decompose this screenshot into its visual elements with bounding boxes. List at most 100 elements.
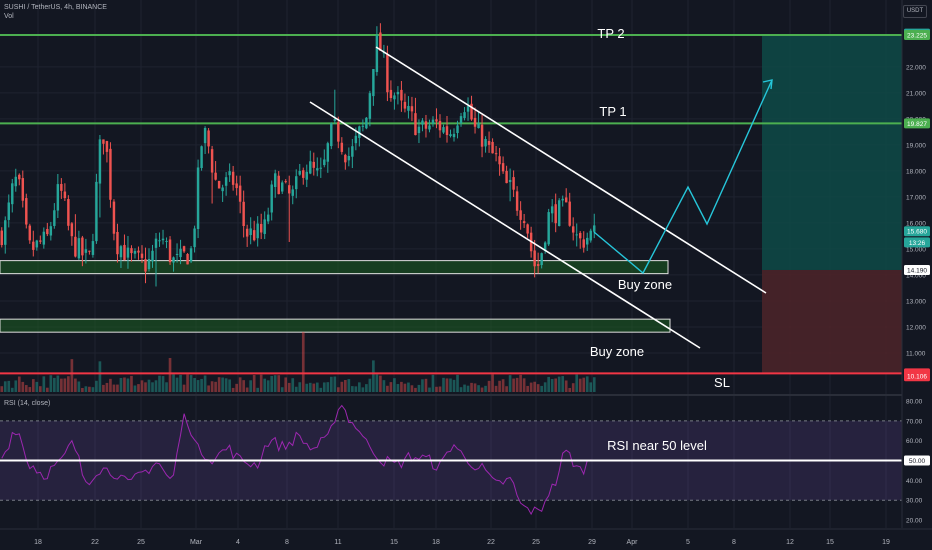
volume-bar <box>81 387 84 392</box>
volume-bar <box>259 374 263 392</box>
stop-zone <box>762 269 902 374</box>
volume-bar <box>438 386 442 392</box>
volume-bar <box>98 361 102 392</box>
time-tick-label: 22 <box>487 539 495 546</box>
candle-body <box>445 126 449 136</box>
candle-body <box>382 52 386 54</box>
candle-body <box>582 239 585 248</box>
volume-bar <box>182 384 186 392</box>
volume-bar <box>417 384 421 392</box>
sl-label: SL <box>714 375 730 390</box>
candle-body <box>161 238 165 241</box>
volume-indicator-label[interactable]: Vol <box>4 13 14 20</box>
candle-body <box>323 159 326 166</box>
candle-body <box>277 175 280 195</box>
candle-body <box>63 191 67 199</box>
volume-bar <box>21 381 25 392</box>
price-badge-label: 19.827 <box>907 121 927 128</box>
candle-body <box>505 170 508 184</box>
volume-bar <box>452 379 456 392</box>
volume-bar <box>522 378 526 392</box>
volume-bar <box>7 380 11 392</box>
quote-currency-badge[interactable]: USDT <box>903 5 927 18</box>
candle-body <box>25 198 28 225</box>
volume-bar <box>305 383 309 392</box>
volume-bar <box>140 380 144 392</box>
volume-bar <box>498 380 501 392</box>
buy-zone-box <box>0 318 671 333</box>
candle-body <box>186 254 189 265</box>
candle-body <box>484 138 487 147</box>
volume-bar <box>326 382 330 392</box>
volume-bar <box>217 377 221 392</box>
volume-bar <box>280 387 284 392</box>
volume-bar <box>365 384 368 392</box>
candle-body <box>491 141 494 154</box>
time-tick-label: 12 <box>786 539 794 546</box>
candle-body <box>126 247 130 258</box>
volume-bar <box>109 378 112 392</box>
volume-bar <box>571 383 575 392</box>
volume-bar <box>105 382 109 392</box>
rsi-tick-label: 60.00 <box>906 438 923 445</box>
volume-bar <box>322 382 326 392</box>
volume-bar <box>585 376 589 392</box>
volume-bar <box>375 374 379 392</box>
volume-bar <box>354 386 358 392</box>
candle-body <box>88 250 91 252</box>
volume-bar <box>442 377 445 392</box>
candle-body <box>200 146 203 169</box>
volume-bar <box>165 382 168 392</box>
volume-bar <box>298 382 302 392</box>
candle-body <box>407 105 410 111</box>
volume-bar <box>242 380 245 392</box>
volume-bar <box>358 382 361 392</box>
price-tick-label: 13.000 <box>906 298 926 305</box>
candle-body <box>365 117 368 129</box>
projection-arrow-head <box>762 79 773 90</box>
volume-bar <box>84 386 88 392</box>
candle-body <box>259 223 263 233</box>
candle-body <box>305 171 308 180</box>
symbol-header[interactable]: SUSHI / TetherUS, 4h, BINANCE <box>4 4 107 11</box>
volume-bar <box>196 380 200 392</box>
candle-body <box>116 231 119 255</box>
price-badge <box>904 118 930 129</box>
volume-bar <box>301 331 305 392</box>
candle-body <box>249 228 252 236</box>
volume-bar <box>329 376 333 392</box>
candle-body <box>70 223 74 237</box>
volume-bar <box>294 386 298 392</box>
volume-bar <box>319 387 323 392</box>
volume-bar <box>74 378 77 392</box>
candle-body <box>589 230 592 241</box>
volume-bar <box>554 378 558 392</box>
candle-body <box>214 172 217 180</box>
candle-body <box>270 184 273 213</box>
candle-body <box>39 240 42 242</box>
candle-body <box>238 185 242 202</box>
candle-body <box>438 120 442 131</box>
volume-bar <box>256 387 260 392</box>
candle-body <box>459 116 463 124</box>
volume-bar <box>466 385 470 392</box>
volume-bar <box>470 382 473 392</box>
time-tick-label: 25 <box>532 539 540 546</box>
volume-bar <box>393 378 396 392</box>
candle-body <box>11 183 14 205</box>
volume-bar <box>564 380 568 392</box>
volume-bar <box>533 381 536 392</box>
candle-body <box>288 185 291 194</box>
candle-body <box>105 141 109 152</box>
rsi-indicator-label[interactable]: RSI (14, close) <box>4 400 51 407</box>
candle-body <box>42 231 46 245</box>
candle-body <box>263 219 266 234</box>
volume-bar <box>144 382 147 392</box>
candle-body <box>389 89 393 99</box>
volume-bar <box>24 385 28 392</box>
rsi-line <box>1 404 595 516</box>
candle-body <box>547 212 550 245</box>
candle-body <box>561 198 564 201</box>
descending-channel <box>309 46 767 349</box>
